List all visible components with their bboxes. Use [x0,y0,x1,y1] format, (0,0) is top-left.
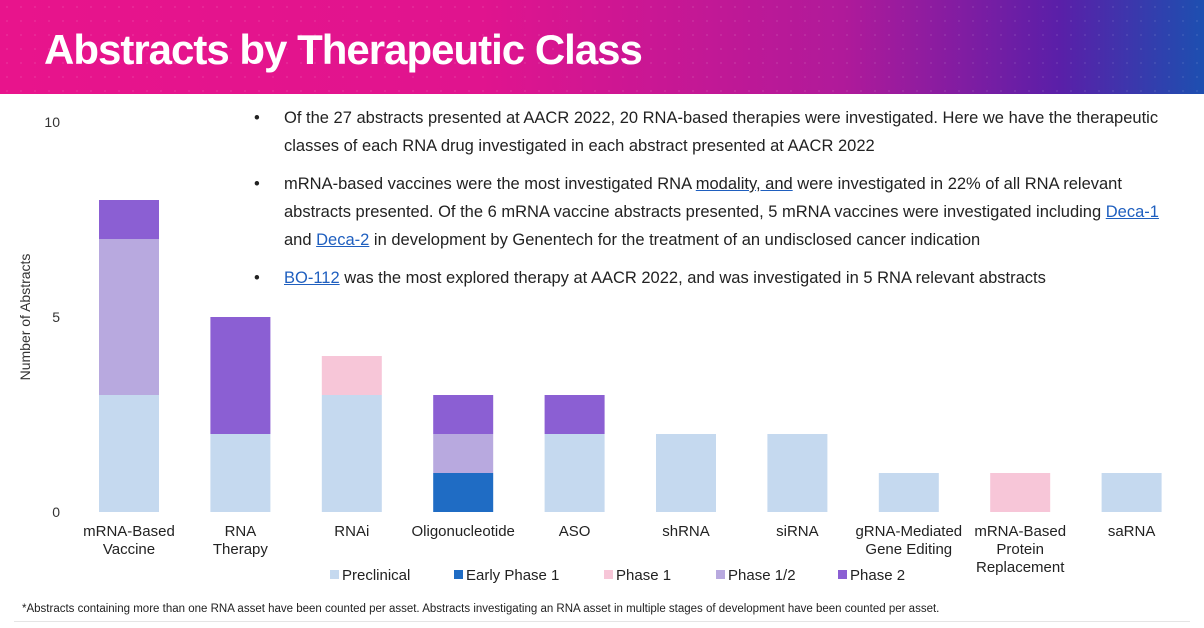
x-tick-label: mRNA-Based [974,523,1066,540]
bar-segment [433,395,494,434]
x-tick-label: RNAi [334,523,369,540]
y-axis-label: Number of Abstracts [17,254,33,381]
bar-segment [99,200,159,239]
bullet-2-text-mid: were investigated in 22% of all RNA rele… [284,175,1122,221]
deca-2-link[interactable]: Deca-2 [316,231,370,249]
x-tick-label: saRNA [1108,523,1156,540]
x-tick-label: gRNA-Mediated [855,523,962,540]
bar-segment [1101,473,1162,512]
x-tick-label: mRNA-Based [83,523,175,540]
y-tick-label: 5 [52,309,60,325]
bullet-2-text-end: in development by Genentech for the trea… [369,231,981,249]
bar-segment [210,434,271,512]
bullet-dot: • [254,109,260,127]
footnote: *Abstracts containing more than one RNA … [22,603,940,615]
x-tick-label: Therapy [213,541,269,558]
legend-swatch [330,570,339,579]
footer-divider [14,621,1190,622]
y-tick-label: 10 [44,114,60,130]
legend-label: Phase 1/2 [728,567,796,584]
bar-segment [544,395,605,434]
banner-pattern [0,0,1204,94]
x-tick-label: Replacement [976,559,1065,576]
legend-swatch [716,570,725,579]
bullet-1-text: Of the 27 abstracts presented at AACR 20… [284,109,1159,155]
x-tick-label: ASO [559,523,591,540]
bo-112-link[interactable]: BO-112 [284,269,340,287]
bullet-2-text-start: mRNA-based vaccines were the most invest… [284,175,696,193]
legend-swatch [454,570,463,579]
bullet-2: • mRNA-based vaccines were the most inve… [250,170,1190,254]
bar-segment [321,395,382,512]
x-tick-label: Protein [996,541,1044,558]
bullet-3: • BO-112 was the most explored therapy a… [250,264,1190,292]
x-tick-label: RNA [225,523,257,540]
legend-label: Phase 1 [616,567,671,584]
bar-segment [544,434,605,512]
title-banner: Abstracts by Therapeutic Class [0,0,1204,94]
x-tick-label: Vaccine [103,541,155,558]
page-title: Abstracts by Therapeutic Class [44,26,643,73]
bullet-2-and: and [284,231,317,249]
bar-segment [321,356,382,395]
bullet-dot: • [254,175,260,193]
bullet-dot: • [254,269,260,287]
bar-segment [210,317,271,434]
deca-1-link[interactable]: Deca-1 [1105,203,1159,221]
bar-segment [99,239,159,395]
bar-segment [433,473,494,512]
x-tick-label: shRNA [662,523,710,540]
bar-segment [990,473,1051,512]
y-tick-label: 0 [52,504,60,520]
bullet-2-modality: modality, and [695,175,793,193]
bar-segment [99,395,159,512]
x-tick-label: Gene Editing [865,541,952,558]
bar-segment [433,434,494,473]
x-tick-label: siRNA [776,523,819,540]
bar-segment [656,434,716,512]
bullet-3-text: was the most explored therapy at AACR 20… [339,269,1046,287]
legend-label: Phase 2 [850,567,905,584]
legend-swatch [604,570,613,579]
bar-segment [878,473,939,512]
bullet-list: • Of the 27 abstracts presented at AACR … [250,104,1190,302]
x-tick-label: Oligonucleotide [411,523,514,540]
bar-segment [767,434,828,512]
legend-label: Preclinical [342,567,410,584]
legend-label: Early Phase 1 [466,567,559,584]
legend-swatch [838,570,847,579]
bullet-1: • Of the 27 abstracts presented at AACR … [250,104,1190,160]
